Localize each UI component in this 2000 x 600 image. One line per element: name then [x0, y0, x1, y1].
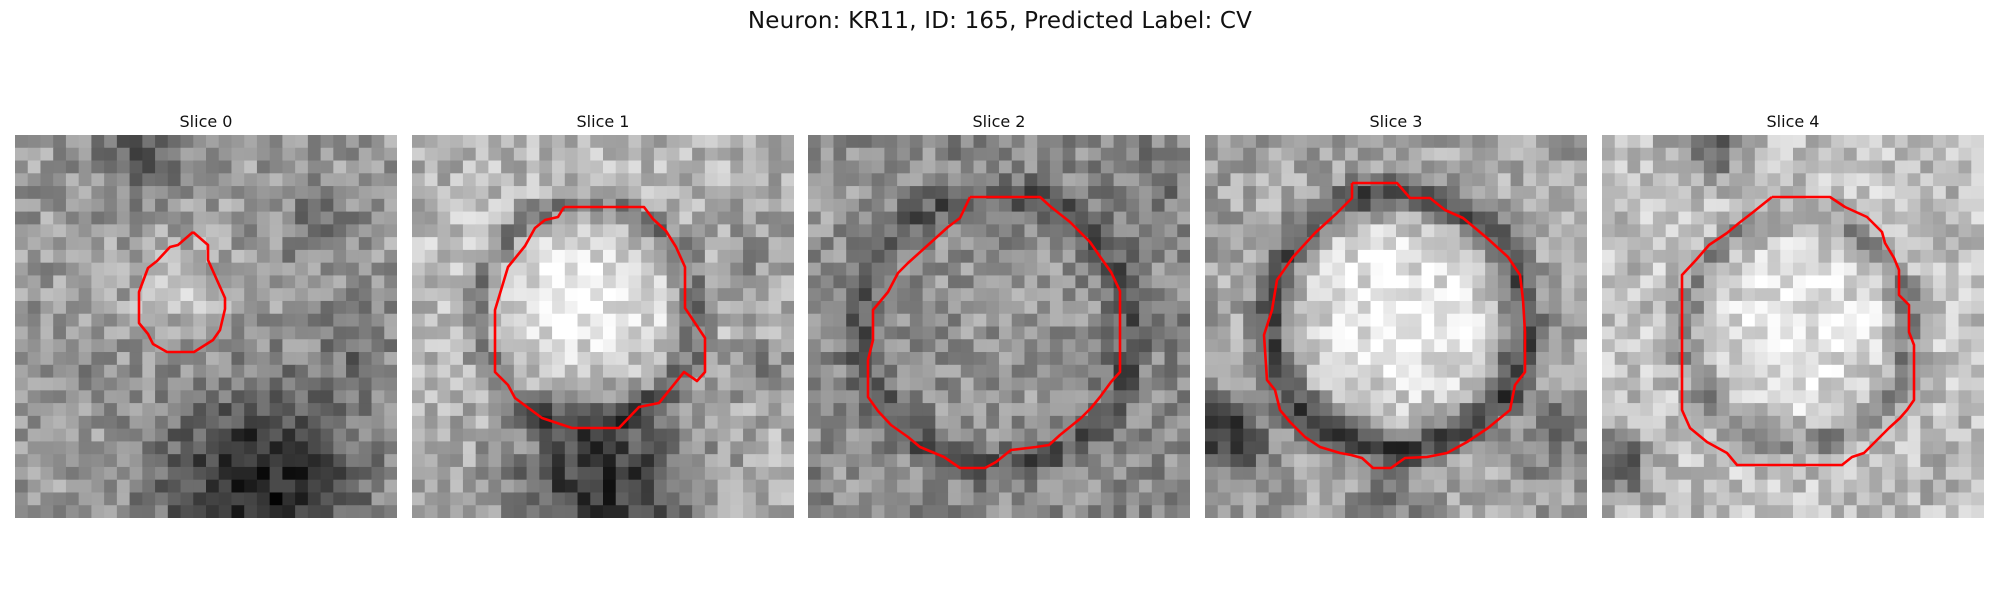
contour-outline [493, 205, 707, 430]
slice-image [1602, 135, 1984, 518]
figure-title: Neuron: KR11, ID: 165, Predicted Label: … [747, 8, 1253, 34]
grayscale-microscopy-image [15, 135, 397, 518]
slice-title: Slice 2 [972, 112, 1026, 131]
slice-title: Slice 4 [1766, 112, 1820, 131]
slice-image [1205, 135, 1587, 518]
slice-title: Slice 0 [179, 112, 233, 131]
slice-image [412, 135, 794, 518]
grayscale-microscopy-image [1602, 135, 1984, 518]
slice-image [15, 135, 397, 518]
slice-title: Slice 1 [576, 112, 630, 131]
grayscale-microscopy-image [1205, 135, 1587, 518]
grayscale-microscopy-image [412, 135, 794, 518]
contour-outline [866, 195, 1122, 470]
grayscale-microscopy-image [808, 135, 1190, 518]
slice-title: Slice 3 [1369, 112, 1423, 131]
contour-outline [1262, 181, 1527, 470]
contour-outline [137, 231, 227, 354]
contour-outline [1680, 195, 1916, 467]
slice-image [808, 135, 1190, 518]
